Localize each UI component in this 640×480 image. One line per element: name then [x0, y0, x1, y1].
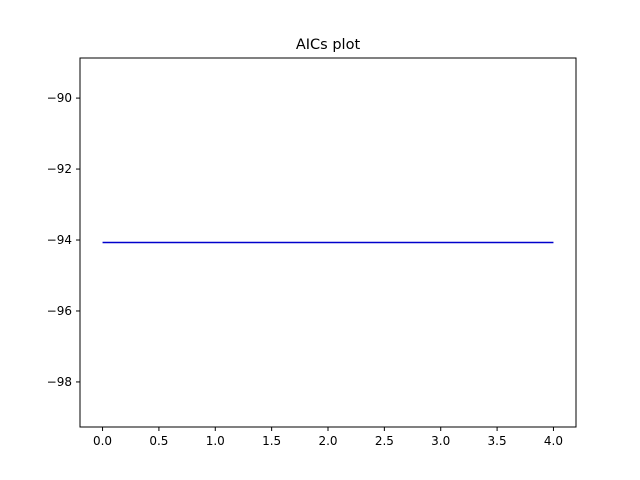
y-tick-label: −90 — [47, 91, 72, 105]
x-tick-label: 1.5 — [262, 434, 281, 448]
x-tick-label: 3.5 — [488, 434, 507, 448]
y-tick-label: −98 — [47, 375, 72, 389]
y-tick-label: −96 — [47, 304, 72, 318]
x-tick-label: 1.0 — [206, 434, 225, 448]
x-tick-label: 2.5 — [375, 434, 394, 448]
y-axis: −90 −92 −94 −96 −98 — [47, 91, 80, 389]
y-tick-label: −92 — [47, 162, 72, 176]
plot-frame — [79, 57, 577, 428]
x-tick-label: 0.5 — [149, 434, 168, 448]
x-tick-label: 3.0 — [431, 434, 450, 448]
x-tick-label: 2.0 — [318, 434, 337, 448]
x-tick-label: 4.0 — [544, 434, 563, 448]
y-tick-label: −94 — [47, 233, 72, 247]
x-tick-label: 0.0 — [93, 434, 112, 448]
chart-title: AICs plot — [296, 37, 361, 53]
x-axis: 0.0 0.5 1.0 1.5 2.0 2.5 3.0 3.5 4.0 — [93, 427, 563, 448]
